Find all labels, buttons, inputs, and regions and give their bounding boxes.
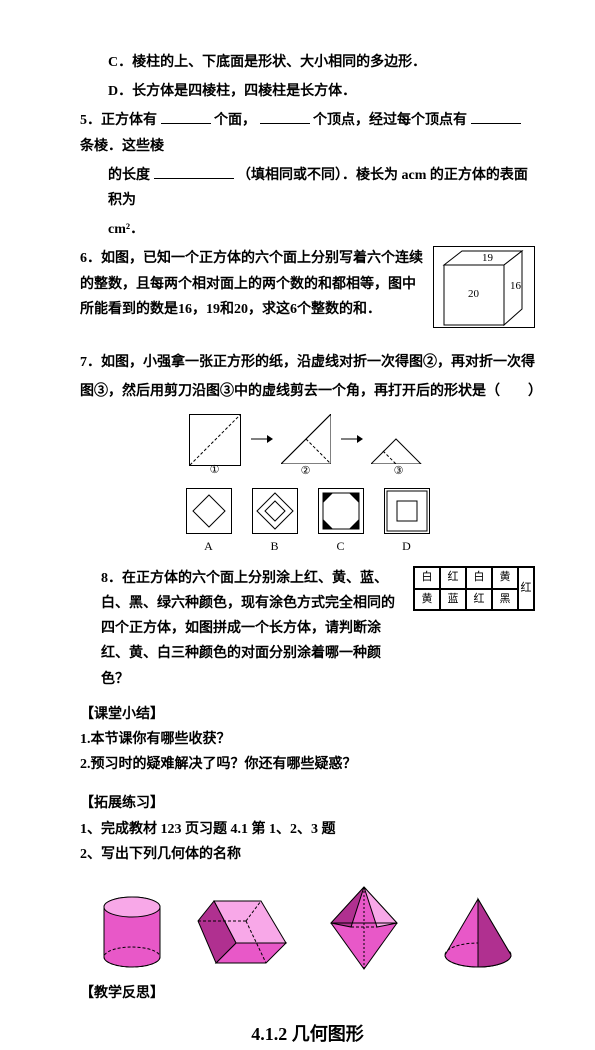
reflect-head: 【教学反思】	[80, 981, 535, 1006]
bottom-title: 4.1.2 几何图形	[80, 1018, 535, 1050]
blank-3	[471, 109, 521, 124]
svg-text:16: 16	[510, 280, 522, 292]
question-8-wrap: 白 红 白 黄 红 黄 蓝 红 黑 8．在正方体的六个面上分别涂上红、黄、蓝、白…	[80, 566, 535, 692]
grid-cell: 红	[518, 567, 534, 611]
q5-text-g: cm²．	[80, 217, 535, 242]
grid-cell: 白	[466, 567, 492, 589]
fold-label-2: ②	[281, 462, 331, 482]
option-d: D．长方体是四棱柱，四棱柱是长方体．	[80, 79, 535, 104]
question-7a: 7．如图，小强拿一张正方形的纸，沿虚线对折一次得图②，再对折一次得	[80, 350, 535, 375]
cuboid-grid: 白 红 白 黄 红 黄 蓝 红 黑	[413, 566, 535, 612]
octahedron-shape	[319, 883, 409, 973]
arrow-2	[339, 414, 363, 464]
blank-4	[154, 164, 234, 179]
blank-2	[260, 109, 310, 124]
fold-step-3: ③	[371, 414, 427, 466]
fold-step-1: ①	[189, 414, 241, 466]
grid-cell: 黄	[492, 567, 518, 589]
option-d-label: D	[384, 536, 430, 558]
question-5: 5．正方体有 个面， 个顶点，经过每个顶点有 条棱．这些棱	[80, 108, 535, 158]
option-c-label: C	[318, 536, 364, 558]
prism-shape	[196, 893, 296, 973]
grid-cell: 黑	[492, 589, 518, 611]
fold-step-2: ②	[281, 414, 331, 466]
option-d2[interactable]: D	[384, 488, 430, 558]
grid-cell: 红	[466, 589, 492, 611]
q5-text-a: 5．正方体有	[80, 113, 157, 128]
extend-2: 2、写出下列几何体的名称	[80, 842, 535, 867]
shapes-row	[80, 883, 535, 973]
grid-cell: 白	[414, 567, 440, 589]
svg-text:19: 19	[482, 252, 494, 264]
option-b-label: B	[252, 536, 298, 558]
option-c2[interactable]: C	[318, 488, 364, 558]
question-6-wrap: 19 16 20 6．如图，已知一个正方体的六个面上分别写着六个连续的整数，且每…	[80, 246, 535, 322]
summary-1: 1.本节课你有哪些收获？	[80, 727, 535, 752]
blank-1	[161, 109, 211, 124]
arrow-1	[249, 414, 273, 464]
cylinder-shape	[92, 893, 172, 973]
option-a[interactable]: A	[186, 488, 232, 558]
extend-1: 1、完成教材 123 页习题 4.1 第 1、2、3 题	[80, 817, 535, 842]
fold-label-3: ③	[371, 462, 427, 482]
q5-text-d: 条棱．这些棱	[80, 139, 164, 154]
summary-2: 2.预习时的疑难解决了吗？你还有哪些疑惑？	[80, 752, 535, 777]
grid-cell: 黄	[414, 589, 440, 611]
q5-text-e: 的长度	[108, 168, 150, 183]
cube-diagram: 19 16 20	[433, 246, 535, 328]
question-5-cont: 的长度 （填相同或不同）．棱长为 acm 的正方体的表面积为	[80, 163, 535, 213]
option-a-label: A	[186, 536, 232, 558]
fold-diagram-row: ① ② ③	[80, 414, 535, 466]
q5-text-b: 个面，	[214, 113, 256, 128]
q5-text-c: 个顶点，经过每个顶点有	[313, 113, 467, 128]
extend-head: 【拓展练习】	[80, 791, 535, 816]
question-7b: 图③，然后用剪刀沿图③中的虚线剪去一个角，再打开后的形状是（ ）	[80, 379, 535, 404]
fold-label-1: ①	[190, 461, 240, 481]
options-row: A B C D	[80, 488, 535, 558]
svg-text:20: 20	[468, 288, 480, 300]
option-c: C．棱柱的上、下底面是形状、大小相同的多边形．	[80, 50, 535, 75]
summary-head: 【课堂小结】	[80, 702, 535, 727]
grid-cell: 蓝	[440, 589, 466, 611]
cone-shape	[433, 893, 523, 973]
option-b[interactable]: B	[252, 488, 298, 558]
grid-cell: 红	[440, 567, 466, 589]
